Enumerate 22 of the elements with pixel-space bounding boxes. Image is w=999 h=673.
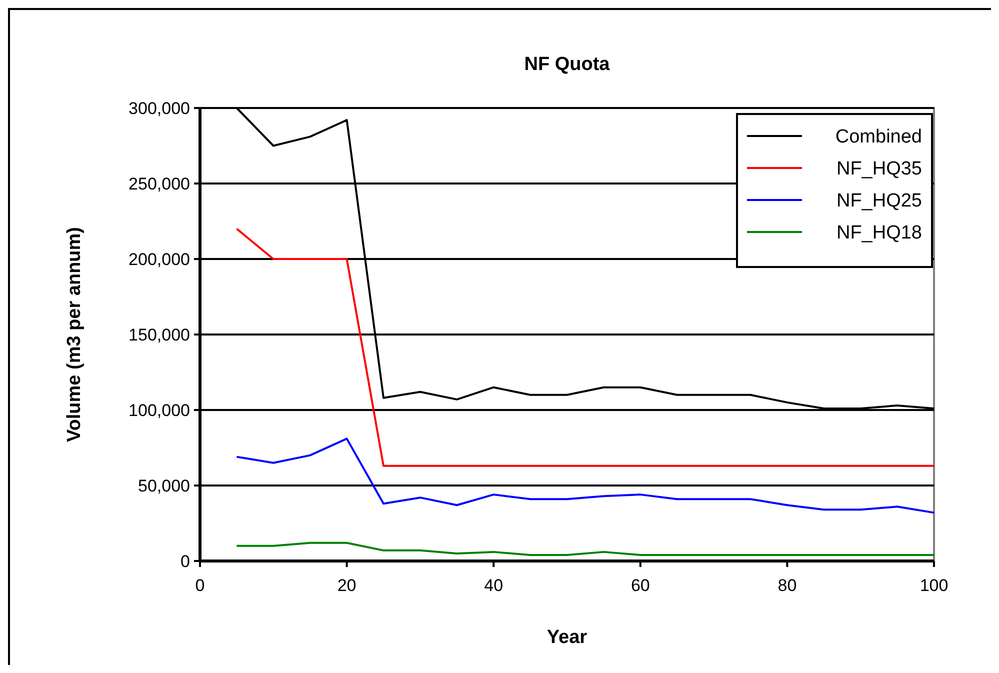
x-tick-label: 20 (337, 576, 356, 595)
line-series (236, 542, 935, 556)
y-tick-label: 200,000 (128, 250, 190, 269)
x-axis-title: Year (546, 627, 588, 648)
x-tick-label: 80 (778, 576, 797, 595)
legend-label: NF_HQ35 (836, 158, 922, 180)
legend-label: NF_HQ25 (836, 190, 922, 212)
y-tick-label: 50,000 (138, 476, 190, 496)
x-tick-label: 100 (920, 576, 948, 595)
y-axis-title: Volume (m3 per annum) (64, 226, 85, 442)
line-series (236, 438, 935, 514)
x-tick-label: 0 (195, 576, 205, 595)
legend-label: Combined (835, 126, 922, 148)
y-tick-label: 150,000 (128, 325, 190, 344)
y-tick-label: 100,000 (128, 400, 190, 420)
chart-title: NF Quota (524, 54, 610, 75)
legend-label: NF_HQ18 (836, 222, 922, 244)
x-tick-label: 60 (630, 576, 650, 595)
x-tick-label: 40 (484, 576, 504, 595)
y-tick-label: 250,000 (128, 174, 190, 194)
y-tick-label: 300,000 (128, 98, 190, 118)
y-tick-label: 0 (180, 552, 190, 571)
